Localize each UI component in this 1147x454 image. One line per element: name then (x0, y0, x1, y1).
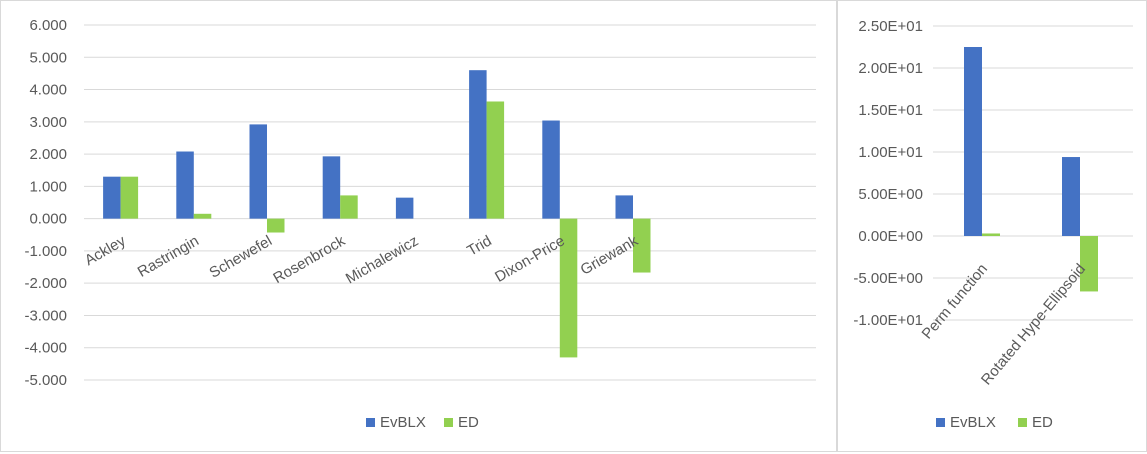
y-tick-label: 2.000 (29, 146, 67, 163)
y-tick-label: 1.000 (29, 178, 67, 195)
bar-ed-ackley (120, 176, 139, 219)
y-tick-label: 2.00E+01 (858, 60, 923, 77)
y-tick-label: -3.000 (24, 307, 67, 324)
legend-label-evblx: EvBLX (950, 414, 996, 431)
bar-ed-dixon-price (559, 218, 578, 358)
bar-evblx-rosenbrock (322, 156, 341, 219)
y-tick-label: 2.50E+01 (858, 18, 923, 35)
right-chart-panel: 2.50E+01 2.00E+01 1.50E+01 1.00E+01 5.00E+00… (837, 0, 1147, 452)
y-tick-label: 1.50E+01 (858, 102, 923, 119)
legend-swatch-ed (1018, 418, 1027, 427)
y-tick-label: 0.000 (29, 211, 67, 228)
y-tick-label: 5.000 (29, 49, 67, 66)
bar-evblx-ackley (103, 176, 121, 219)
bar-evblx-trid (469, 70, 487, 219)
bar-ed-perm-function (982, 233, 1000, 236)
y-tick-label: 1.00E+01 (858, 144, 923, 161)
bar-evblx-perm-function (964, 47, 982, 236)
legend-swatch-evblx (366, 418, 375, 427)
y-tick-label: -5.000 (24, 372, 67, 389)
legend-swatch-evblx (936, 418, 945, 427)
y-tick-label: 0.00E+00 (858, 228, 923, 245)
category-label: Rotated Hype-Ellipsoid (978, 261, 1089, 389)
legend-label-evblx: EvBLX (380, 414, 426, 431)
bar-evblx-rotated-hype-ellipsoid (1062, 157, 1080, 236)
right-bar-chart: 2.50E+01 2.00E+01 1.50E+01 1.00E+01 5.00E+00… (853, 18, 1133, 431)
y-tick-label: -2.000 (24, 275, 67, 292)
bar-evblx-rastringin (176, 151, 194, 219)
y-tick-label: -4.000 (24, 340, 67, 357)
bar-ed-schewefel (267, 218, 285, 233)
category-label: Griewank (578, 232, 642, 279)
category-label: Trid (464, 232, 494, 259)
bar-ed-rotated-hype-ellipsoid (1080, 236, 1098, 292)
y-tick-label: 4.000 (29, 82, 67, 99)
y-tick-label: -1.000 (24, 243, 67, 260)
bar-evblx-griewank (615, 195, 633, 219)
category-label: Rastringin (135, 232, 202, 280)
legend-label-ed: ED (458, 414, 479, 431)
bar-evblx-michalewicz (395, 197, 414, 219)
y-tick-label: -1.00E+01 (853, 312, 923, 329)
legend-label-ed: ED (1032, 414, 1053, 431)
left-chart-panel: 6.000 5.000 4.000 3.000 2.000 1.000 0.000 -1.00… (0, 0, 837, 452)
y-tick-label: -5.00E+00 (853, 270, 923, 287)
category-label: Dixon-Price (492, 232, 568, 285)
category-label: Michalewicz (343, 232, 422, 287)
category-label: Ackley (82, 232, 129, 269)
legend-swatch-ed (444, 418, 453, 427)
y-tick-label: 5.00E+00 (858, 186, 923, 203)
bar-ed-rastringin (193, 213, 212, 219)
category-label: Schewefel (207, 232, 275, 281)
bar-ed-rosenbrock (340, 195, 358, 219)
left-bar-chart: 6.000 5.000 4.000 3.000 2.000 1.000 0.000 -1.00… (24, 17, 816, 431)
bar-evblx-schewefel (249, 124, 267, 219)
bar-evblx-dixon-price (542, 120, 560, 219)
bar-ed-trid (486, 101, 505, 219)
y-tick-label: 6.000 (29, 17, 67, 34)
y-tick-label: 3.000 (29, 114, 67, 131)
bar-ed-griewank (633, 218, 651, 273)
category-label: Perm function (919, 261, 992, 343)
category-label: Rosenbrock (270, 232, 348, 287)
